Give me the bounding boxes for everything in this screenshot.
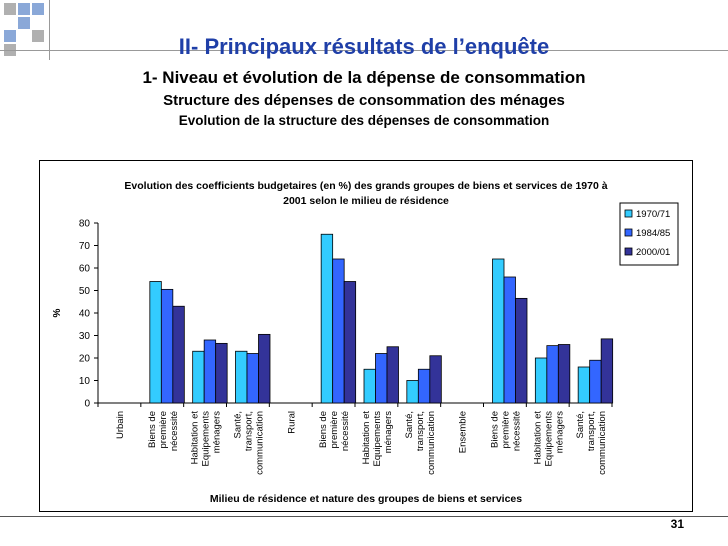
bar-1970-71 xyxy=(192,350,205,404)
bar-1970-71 xyxy=(149,281,162,404)
bar-1984-85 xyxy=(203,339,217,404)
x-category-label: transport, xyxy=(415,411,426,451)
x-category-label: Equipements xyxy=(201,411,212,467)
bar-2000-01 xyxy=(600,338,614,404)
bar-2000-01 xyxy=(557,344,571,404)
x-category-label: nécessité xyxy=(511,411,522,451)
decor-horizontal-line xyxy=(0,50,728,51)
y-tick-label: 40 xyxy=(79,309,91,320)
x-category-label: communication xyxy=(426,411,437,475)
x-category-label: première xyxy=(158,411,169,449)
slide-subtitle-2: Structure des dépenses de consommation d… xyxy=(163,92,565,109)
legend-swatch xyxy=(624,247,633,256)
bar-2000-01 xyxy=(215,342,228,404)
x-axis-label: Milieu de résidence et nature des groupe… xyxy=(210,493,522,505)
x-category-label: Habitation et xyxy=(532,411,543,465)
x-category-label: transport, xyxy=(586,411,597,451)
x-category-label: première xyxy=(500,411,511,449)
decor-vertical-line xyxy=(49,0,50,60)
x-category-label: nécessité xyxy=(340,411,351,451)
chart-title-line-2: 2001 selon le milieu de résidence xyxy=(283,195,449,207)
x-category-label: première xyxy=(329,411,340,449)
x-category-label: communication xyxy=(254,411,265,475)
legend-swatch xyxy=(624,209,633,218)
x-category-label: Santé, xyxy=(575,411,586,438)
bar-1984-85 xyxy=(589,359,602,404)
y-tick-label: 50 xyxy=(79,286,91,297)
bar-1984-85 xyxy=(417,368,431,404)
bar-1984-85 xyxy=(546,345,559,404)
bar-2000-01 xyxy=(343,281,357,404)
decor-square-1 xyxy=(4,3,16,15)
slide-subtitle-3: Evolution de la structure des dépenses d… xyxy=(178,113,550,128)
x-category-label: Biens de xyxy=(147,411,158,448)
bar-1984-85 xyxy=(375,353,388,404)
bar-1970-71 xyxy=(577,366,591,404)
bar-1984-85 xyxy=(332,258,345,404)
page-number: 31 xyxy=(670,517,684,531)
chart-title-line-1: Evolution des coefficients budgetaires (… xyxy=(124,180,607,192)
decor-square-2 xyxy=(18,3,30,15)
x-category-label: Habitation et xyxy=(361,411,372,465)
chart-frame: Evolution des coefficients budgetaires (… xyxy=(39,160,693,512)
bar-2000-01 xyxy=(386,346,399,404)
x-category-label: Equipements xyxy=(372,411,383,467)
x-category-label: Urbain xyxy=(115,411,126,439)
bar-1984-85 xyxy=(160,288,174,404)
bar-1970-71 xyxy=(406,380,419,404)
bar-1984-85 xyxy=(246,353,259,404)
bar-2000-01 xyxy=(515,297,528,404)
x-category-label: ménagers xyxy=(554,411,565,453)
x-category-label: Equipements xyxy=(543,411,554,467)
y-tick-label: 30 xyxy=(79,331,91,342)
decor-square-6 xyxy=(32,30,44,42)
slide-subtitle-1: 1- Niveau et évolution de la dépense de … xyxy=(142,68,586,87)
decor-square-3 xyxy=(32,3,44,15)
x-category-label: ménagers xyxy=(212,411,223,453)
x-category-label: ménagers xyxy=(383,411,394,453)
y-tick-label: 60 xyxy=(79,264,91,275)
bar-1970-71 xyxy=(534,357,548,404)
slide-title: II- Principaux résultats de l’enquête xyxy=(178,34,550,59)
y-tick-label: 80 xyxy=(79,219,91,230)
x-category-label: transport, xyxy=(243,411,254,451)
bar-1970-71 xyxy=(320,233,334,404)
x-category-label: Habitation et xyxy=(190,411,201,465)
y-tick-label: 20 xyxy=(79,354,91,365)
decor-square-4 xyxy=(18,17,30,29)
bar-1970-71 xyxy=(492,258,505,404)
x-category-label: communication xyxy=(597,411,608,475)
x-category-label: Santé, xyxy=(232,411,243,438)
bar-2000-01 xyxy=(172,305,185,404)
bar-1970-71 xyxy=(235,350,248,404)
x-category-label: Biens de xyxy=(489,411,500,448)
bar-1984-85 xyxy=(503,276,516,404)
y-axis-label: % xyxy=(52,308,63,317)
y-tick-label: 10 xyxy=(79,376,91,387)
decor-square-5 xyxy=(4,30,16,42)
x-category-label: nécessité xyxy=(169,411,180,451)
legend-label: 1970/71 xyxy=(636,209,670,220)
x-category-label: Biens de xyxy=(318,411,329,448)
y-tick-label: 70 xyxy=(79,241,91,252)
x-category-label: Ensemble xyxy=(458,411,469,453)
footer-divider xyxy=(0,516,728,517)
x-category-label: Santé, xyxy=(404,411,415,438)
bar-2000-01 xyxy=(429,355,442,404)
legend-label: 1984/85 xyxy=(636,228,670,239)
bar-1970-71 xyxy=(363,368,376,404)
x-category-label: Rural xyxy=(286,411,297,434)
legend-label: 2000/01 xyxy=(636,247,670,258)
bar-2000-01 xyxy=(258,333,271,404)
y-tick-label: 0 xyxy=(84,399,90,410)
legend-swatch xyxy=(624,228,633,237)
bar-chart: Evolution des coefficients budgetaires (… xyxy=(52,180,679,505)
